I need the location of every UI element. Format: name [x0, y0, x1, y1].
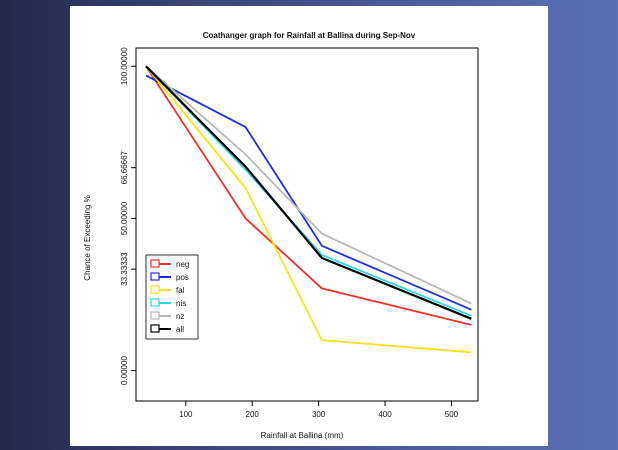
series-line-fal [145, 65, 472, 354]
chart-panel: Coathanger graph for Rainfall at Ballina… [70, 6, 548, 446]
y-tick-label: 33.33333 [120, 252, 129, 286]
coathanger-chart: Coathanger graph for Rainfall at Ballina… [83, 31, 479, 440]
x-axis-label: Rainfall at Ballina (mm) [261, 431, 344, 440]
x-tick-label: 500 [445, 410, 459, 419]
chart-title: Coathanger graph for Rainfall at Ballina… [203, 31, 416, 40]
legend-label-neg: neg [176, 260, 189, 269]
legend-label-pos: pos [176, 273, 189, 282]
y-tick-label: 66.66667 [120, 150, 129, 184]
y-tick-label: 50.00000 [120, 201, 129, 235]
series-line-neg [145, 65, 472, 326]
x-tick-label: 200 [246, 410, 260, 419]
series-line-all [145, 65, 472, 320]
series-line-nz [145, 65, 472, 305]
legend: neg pos fal nis nz all [145, 254, 199, 340]
y-axis-label: Chance of Exceeding % [83, 195, 92, 280]
legend-label-nz: nz [176, 312, 184, 321]
legend-label-nis: nis [176, 299, 186, 308]
x-tick-label: 400 [378, 410, 392, 419]
plot-frame [135, 47, 479, 402]
y-tick-label: 0.00000 [120, 356, 129, 385]
x-tick-label: 300 [312, 410, 326, 419]
legend-box [145, 254, 199, 340]
plot-area: 100 200 300 400 500 0.00000 33.33333 50.00000 66… [120, 47, 479, 419]
legend-label-fal: fal [176, 286, 185, 295]
legend-label-all: all [176, 325, 184, 334]
series-line-pos [145, 74, 472, 311]
y-tick-label: 100.00000 [120, 47, 129, 85]
x-tick-label: 100 [179, 410, 193, 419]
